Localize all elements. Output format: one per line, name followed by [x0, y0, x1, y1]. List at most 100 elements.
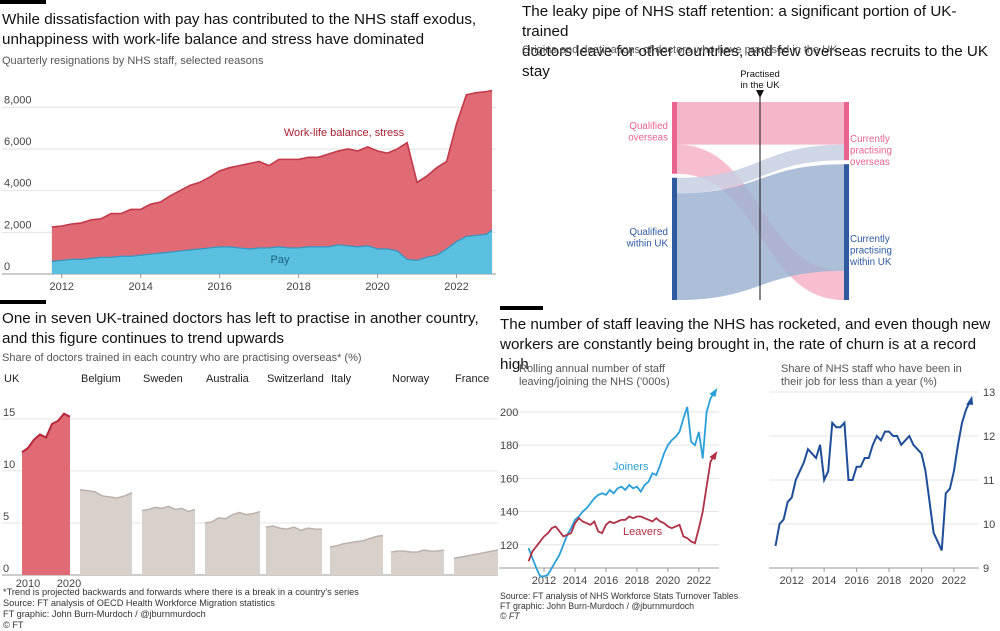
churn-arrow-icon: [966, 395, 974, 405]
right-subtitle-line-1: Share of NHS staff who have been in: [781, 363, 962, 375]
line-australia: [204, 510, 261, 524]
title-line-1: One in seven UK-trained doctors has left…: [2, 310, 479, 327]
x-tick-label: 2014: [128, 281, 152, 293]
area-australia: [205, 511, 260, 575]
resignations-chart: 0 2,000 4,000 6,000 8,000 2012 2014 2016 2018 202…: [2, 89, 496, 293]
y-tick-label: 5: [3, 511, 9, 523]
title-line-1: While dissatisfaction with pay has contr…: [2, 11, 477, 28]
y-tick-label: 10: [3, 459, 15, 471]
y-tick-label: 6,000: [4, 136, 32, 148]
country-label-uk: UK: [4, 373, 20, 385]
pay-label: Pay: [271, 254, 290, 266]
title-line-2: unhappiness with work-life balance and s…: [2, 31, 425, 48]
area-switzerland: [266, 526, 322, 575]
footnote: *Trend is projected backwards and forwar…: [3, 587, 498, 631]
y-tick-label: 8,000: [4, 94, 32, 106]
left-subtitle-line-2: leaving/joining the NHS ('000s): [519, 376, 670, 388]
leavers-arrow-icon: [709, 451, 718, 461]
panel-churn: The number of staff leaving the NHS has …: [497, 300, 1000, 622]
x-tick-label: 2012: [532, 575, 556, 587]
area-norway: [391, 550, 444, 575]
panel-leaky-pipe: The leaky pipe of NHS staff retention: a…: [500, 0, 1000, 300]
title-line-2: workers are constantly being brought in,…: [500, 336, 977, 373]
x-tick-label: 2010: [16, 578, 40, 588]
label-practising-overseas-2: practising: [850, 146, 892, 157]
x-tick-label: 2012: [779, 575, 803, 587]
panel-resignations: While dissatisfaction with pay has contr…: [0, 0, 500, 300]
x-tick-label: 2016: [594, 575, 618, 587]
y-tick-label: 200: [500, 407, 518, 419]
label-practising-overseas-1: Currently: [850, 134, 890, 145]
panel-title: While dissatisfaction with pay has contr…: [2, 10, 500, 50]
x-tick-label: 2014: [563, 575, 587, 587]
work-life-label: Work-life balance, stress: [284, 127, 405, 139]
panel-subtitle: Quarterly resignations by NHS staff, sel…: [2, 55, 264, 67]
line-sweden: [141, 505, 196, 513]
source-note: Source: FT analysis of OECD Health Workf…: [3, 598, 275, 608]
churn-line: [774, 400, 972, 551]
panel-accent-bar: [0, 0, 46, 4]
copyright-note: © FT: [500, 611, 520, 621]
center-label-line-2: in the UK: [740, 80, 780, 91]
line-norway: [390, 549, 445, 553]
label-qualified-uk-2: within UK: [626, 239, 669, 250]
source-note: Source: FT analysis of NHS Workforce Sta…: [500, 591, 739, 601]
left-chart-subtitle: Rolling annual number of staff leaving/j…: [519, 363, 670, 389]
churn-chart: 9 10 11 12 13 2012 2014 2016 2018 2020 2022: [769, 388, 995, 587]
area-italy: [330, 535, 383, 575]
area-uk: [22, 413, 70, 575]
country-label-australia: Australia: [206, 373, 250, 385]
y-tick-label: 9: [983, 563, 989, 575]
node-practising-uk: [844, 164, 849, 300]
label-qualified-overseas-2: overseas: [628, 133, 668, 144]
divider-arrow-icon: [756, 90, 764, 98]
footnote: Source: FT analysis of NHS Workforce Sta…: [500, 591, 800, 621]
joiners-label: Joiners: [613, 461, 649, 473]
x-tick-label: 2022: [687, 575, 711, 587]
line-belgium: [79, 488, 133, 499]
line-switzerland: [265, 525, 322, 531]
country-label-italy: Italy: [331, 373, 352, 385]
x-tick-label: 2018: [877, 575, 901, 587]
x-tick-label: 2022: [942, 575, 966, 587]
y-tick-label: 2,000: [4, 219, 32, 231]
y-tick-label: 11: [983, 475, 994, 487]
line-uk: [21, 412, 71, 453]
x-tick-label: 2014: [812, 575, 836, 587]
label-qualified-uk-1: Qualified: [629, 227, 668, 238]
x-tick-label: 2020: [57, 578, 81, 588]
x-tick-label: 2020: [909, 575, 933, 587]
panel-title: The number of staff leaving the NHS has …: [500, 315, 1000, 375]
area-sweden: [142, 506, 195, 575]
country-label-france: France: [455, 373, 489, 385]
node-qualified-uk: [672, 177, 677, 300]
panel-title: One in seven UK-trained doctors has left…: [2, 309, 500, 349]
center-label-line-1: Practised: [740, 69, 780, 80]
left-subtitle-line-1: Rolling annual number of staff: [519, 363, 665, 375]
y-tick-label: 0: [3, 563, 9, 575]
x-tick-label: 2016: [844, 575, 868, 587]
credit-note: FT graphic: John Burn-Murdoch / @jburnmu…: [3, 609, 206, 619]
leavers-label: Leavers: [623, 526, 663, 538]
footnote-line-1: *Trend is projected backwards and forwar…: [3, 587, 359, 597]
share-overseas-chart: 0 5 10 15 UK Belgium Sweden Australia Switzerlan…: [2, 373, 499, 588]
joiners-arrow-icon: [709, 388, 718, 397]
work-life-line: [51, 89, 493, 228]
y-tick-label: 120: [500, 540, 518, 552]
y-tick-label: 12: [983, 431, 995, 443]
y-tick-label: 13: [983, 388, 995, 399]
node-qualified-overseas: [672, 102, 677, 174]
y-tick-label: 180: [500, 440, 518, 452]
x-tick-label: 2012: [49, 281, 73, 293]
label-practising-overseas-3: overseas: [850, 157, 890, 168]
x-tick-label: 2020: [365, 281, 389, 293]
label-qualified-overseas-1: Qualified: [629, 121, 668, 132]
label-practising-uk-1: Currently: [850, 234, 890, 245]
x-tick-label: 2020: [656, 575, 680, 587]
panel-accent-bar: [0, 300, 46, 304]
country-label-sweden: Sweden: [143, 373, 183, 385]
panel-title: The leaky pipe of NHS staff retention: a…: [522, 2, 998, 82]
title-line-1: The number of staff leaving the NHS has …: [500, 316, 991, 333]
panel-share-overseas: One in seven UK-trained doctors has left…: [0, 300, 500, 630]
